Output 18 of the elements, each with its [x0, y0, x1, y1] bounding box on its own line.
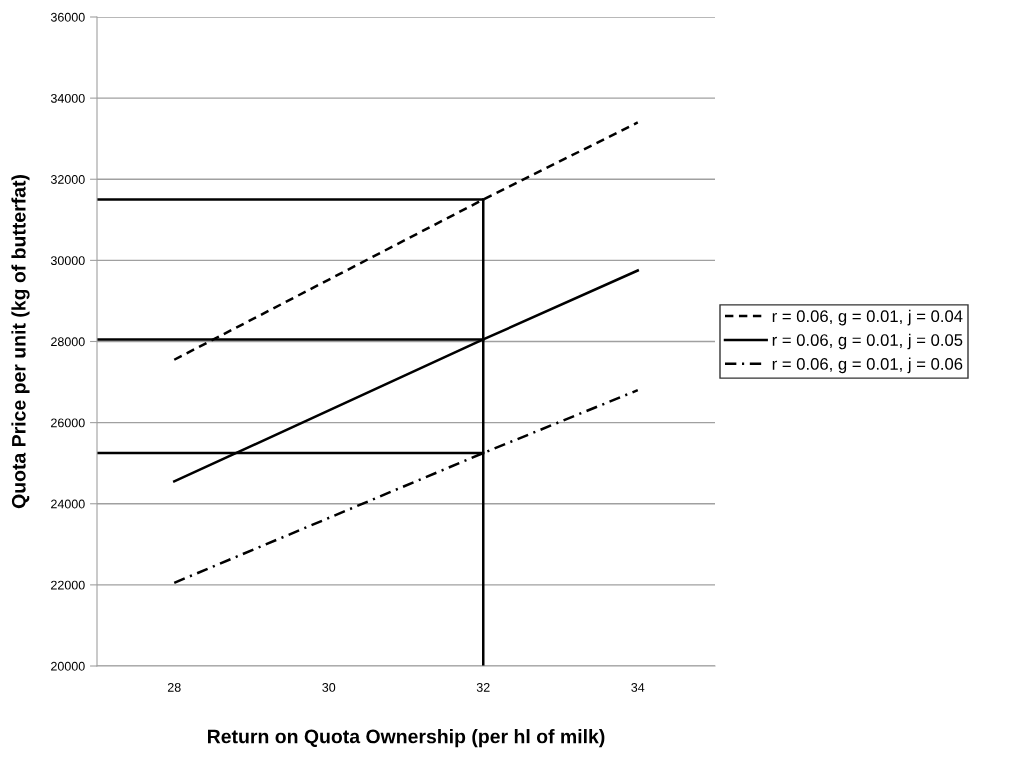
y-tick-label: 28000 [51, 337, 85, 347]
legend-label: r = 0.06, g = 0.01, j = 0.05 [772, 333, 963, 350]
y-tick-label: 24000 [51, 499, 85, 509]
y-tick-label: 32000 [50, 175, 85, 184]
legend-label: r = 0.06, g = 0.01, j = 0.04 [772, 309, 963, 326]
y-tick-label: 36000 [50, 12, 85, 22]
x-tick-label: 28 [167, 683, 181, 692]
x-axis-title: Return on Quota Ownership (per hl of milk) [208, 729, 605, 748]
y-axis-title: Quota Price per unit (kg of butterfat) [11, 175, 30, 509]
x-tick-label: 30 [322, 683, 336, 692]
x-tick-label: 32 [476, 683, 490, 692]
x-tick-label: 34 [631, 683, 645, 692]
y-tick-label: 20000 [51, 661, 85, 671]
legend-label: r = 0.06, g = 0.01, j = 0.06 [772, 357, 963, 374]
y-tick-label: 30000 [50, 256, 85, 266]
y-tick-label: 26000 [51, 418, 85, 428]
y-tick-label: 34000 [50, 93, 85, 103]
y-tick-label: 22000 [51, 580, 85, 590]
